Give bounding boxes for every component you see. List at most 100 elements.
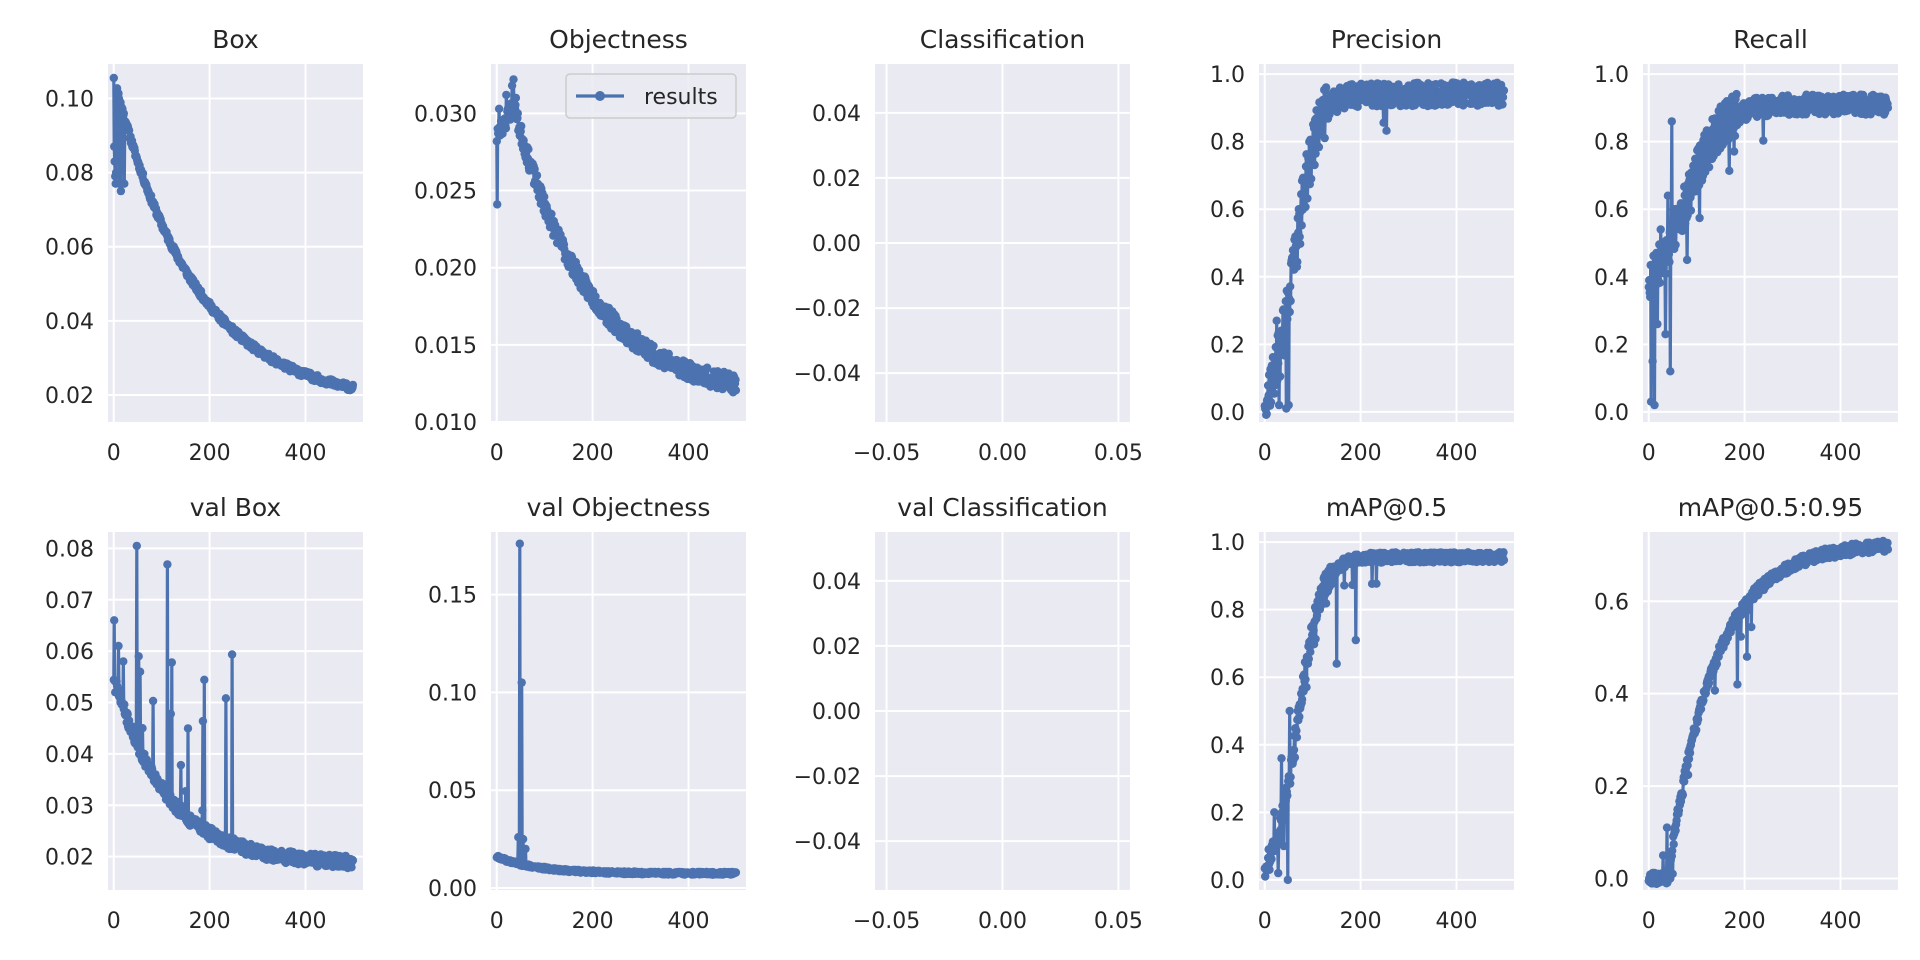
data-point: [1321, 83, 1331, 92]
x-tick-label: 0: [1258, 441, 1272, 466]
data-point: [1351, 635, 1361, 645]
series-results: [1644, 89, 1893, 410]
subplot-title: Objectness: [549, 25, 688, 54]
data-point: [1301, 675, 1310, 684]
data-point: [1732, 89, 1741, 99]
data-point: [134, 652, 143, 661]
y-tick-label: 0.08: [45, 537, 94, 562]
data-point: [1272, 316, 1281, 325]
data-point: [1668, 869, 1677, 878]
data-point: [1699, 696, 1708, 705]
data-point: [1696, 704, 1706, 714]
data-point: [1499, 86, 1509, 95]
data-point: [530, 164, 539, 174]
data-point: [1301, 202, 1310, 212]
y-tick-label: 0.05: [428, 779, 477, 804]
data-point: [181, 787, 190, 796]
data-point: [1668, 846, 1677, 855]
data-point: [348, 380, 358, 390]
x-tick-label: 0.00: [978, 909, 1027, 934]
legend: results: [565, 73, 737, 119]
y-tick-label: 0.8: [1210, 131, 1245, 156]
data-point: [1691, 154, 1700, 163]
axes-background: [108, 64, 363, 422]
series-results: [109, 73, 358, 395]
data-point: [1671, 240, 1680, 249]
series-results: [109, 541, 358, 873]
data-point: [200, 675, 209, 684]
data-point: [1669, 233, 1678, 243]
x-tick-label: 400: [1435, 909, 1477, 934]
data-point: [1662, 823, 1672, 832]
y-tick-label: 0.02: [45, 846, 94, 871]
y-tick-label: 0.00: [812, 700, 861, 725]
subplot-title: Box: [212, 25, 258, 54]
x-tick-label: 400: [284, 441, 326, 466]
y-tick-label: 0.02: [812, 635, 861, 660]
data-point: [1314, 142, 1324, 152]
data-point: [1665, 863, 1675, 872]
y-tick-label: 0.025: [414, 180, 477, 205]
data-point: [1275, 832, 1284, 841]
data-point: [1286, 296, 1295, 306]
data-point: [1747, 622, 1756, 632]
data-point: [1265, 865, 1274, 874]
data-point: [1310, 160, 1319, 170]
data-point: [1292, 733, 1302, 742]
data-point: [1744, 605, 1753, 614]
y-tick-label: 0.4: [1210, 734, 1245, 759]
x-tick-label: 0.05: [1094, 909, 1143, 934]
data-point: [1297, 221, 1306, 230]
data-point: [515, 539, 524, 548]
data-point: [1676, 199, 1686, 208]
x-tick-label: 400: [284, 909, 326, 934]
data-point: [1301, 162, 1311, 171]
subplot-title: val Box: [190, 493, 281, 522]
data-point: [511, 100, 520, 110]
data-point: [1283, 875, 1293, 885]
data-point: [1277, 754, 1286, 763]
data-point: [1669, 840, 1678, 849]
y-tick-label: 0.00: [428, 877, 477, 902]
data-point: [1655, 278, 1665, 287]
data-point: [1736, 632, 1746, 641]
data-point: [1270, 389, 1279, 398]
series-results: [1260, 78, 1509, 419]
y-tick-label: 0.05: [45, 692, 94, 717]
data-point: [1498, 100, 1507, 109]
data-point: [494, 104, 504, 114]
data-point: [493, 200, 502, 209]
data-point: [547, 209, 556, 219]
y-tick-label: 0.6: [1594, 590, 1629, 615]
data-point: [1262, 409, 1271, 418]
y-tick-label: 0.00: [812, 232, 861, 257]
data-point: [1650, 400, 1659, 410]
data-point: [1297, 695, 1307, 704]
data-point: [148, 696, 158, 706]
data-point: [1658, 851, 1668, 860]
subplot-precision: Precision 0 200 400 0.0 0.2 0.4 0.6 0.8 1.0: [1210, 25, 1514, 466]
y-tick-label: 0.6: [1210, 666, 1245, 691]
data-point: [1353, 102, 1362, 112]
y-tick-label: 0.030: [414, 102, 477, 127]
data-point: [109, 73, 119, 83]
data-point: [1704, 162, 1714, 172]
data-point: [138, 724, 147, 733]
y-tick-label: 0.0: [1594, 401, 1629, 426]
data-point: [731, 386, 741, 395]
x-tick-label: 0: [107, 441, 121, 466]
data-point: [511, 93, 521, 103]
subplot-recall: Recall 0 200 400 0.0 0.2 0.4 0.6 0.8 1.0: [1594, 25, 1898, 466]
y-tick-label: −0.02: [794, 765, 861, 790]
y-tick-label: 1.0: [1594, 63, 1629, 88]
data-point: [1883, 103, 1893, 113]
data-point: [1394, 80, 1403, 89]
data-point: [1663, 191, 1673, 200]
data-point: [540, 192, 549, 201]
x-tick-label: 400: [1435, 441, 1477, 466]
data-point: [1693, 715, 1703, 724]
x-tick-label: 0: [1642, 441, 1656, 466]
legend-box: [565, 73, 737, 119]
subplot-map-0-5-0-95: mAP@0.5:0.95 0 200 400 0.0 0.2 0.4 0.6: [1594, 493, 1898, 934]
data-point: [521, 844, 530, 854]
